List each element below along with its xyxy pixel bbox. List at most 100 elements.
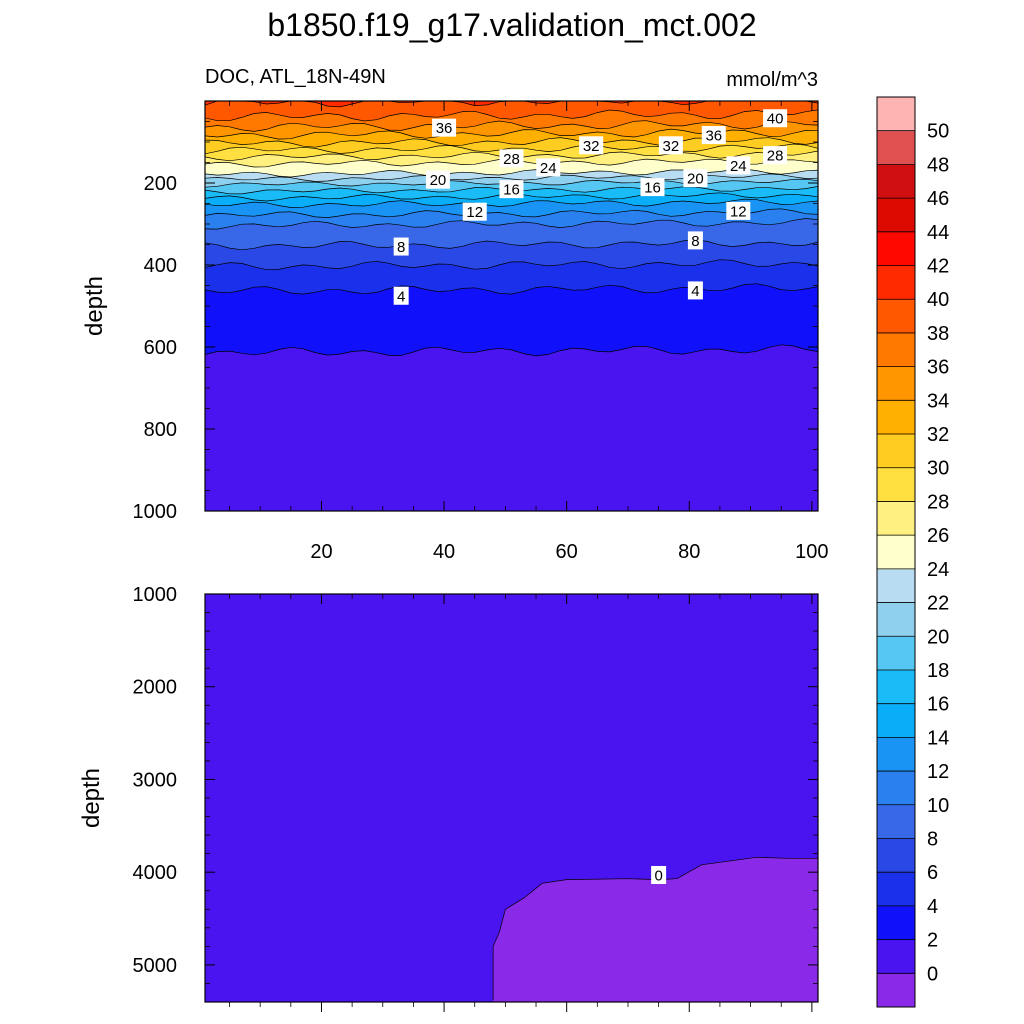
contour-line-6 — [205, 259, 818, 271]
contour-label-28: 28 — [499, 149, 524, 168]
contour-line-30 — [205, 143, 818, 155]
upper-x-tick-label: 40 — [433, 541, 455, 563]
colorbar-swatch — [877, 400, 915, 435]
svg-text:12: 12 — [466, 204, 483, 221]
colorbar-swatch — [877, 434, 915, 469]
lower-y-axis-label: depth — [78, 768, 105, 828]
colorbar-swatch — [877, 366, 915, 401]
upper-x-tick-label: 60 — [556, 541, 578, 563]
upper-contour-labels: 40 36 36 32 32 28 28 24 24 20 20 16 16 12 12 8 8 4 4 — [393, 109, 788, 305]
svg-text:20: 20 — [430, 172, 447, 189]
colorbar-swatch — [877, 535, 915, 570]
colorbar-swatch — [877, 130, 915, 165]
lower-axes: 1000 2000 3000 4000 5000 — [133, 584, 818, 1012]
upper-x-tick-label: 20 — [310, 541, 332, 563]
lower-band-negative — [493, 857, 818, 1002]
colorbar-swatch — [877, 703, 915, 738]
colorbar-swatch — [877, 164, 915, 199]
colorbar-label: 16 — [927, 694, 949, 716]
contour-label-12: 12 — [726, 201, 751, 220]
contour-line-8 — [205, 239, 818, 251]
contour-label-40: 40 — [763, 109, 788, 128]
contour-label-4: 4 — [393, 286, 409, 305]
svg-text:24: 24 — [730, 158, 747, 175]
colorbar-swatch — [877, 299, 915, 334]
colorbar-label: 50 — [927, 121, 949, 143]
colorbar-label: 8 — [927, 828, 938, 850]
contour-label-16: 16 — [640, 178, 665, 197]
contour-label-4: 4 — [687, 281, 703, 300]
svg-text:28: 28 — [767, 148, 784, 165]
colorbar-swatch — [877, 231, 915, 267]
colorbar-swatch — [877, 838, 915, 873]
lower-y-tick-label: 2000 — [133, 677, 178, 699]
lower-contour-fill — [205, 594, 818, 1002]
colorbar-swatch — [877, 265, 915, 300]
svg-text:16: 16 — [644, 180, 661, 197]
contour-label-8: 8 — [393, 237, 409, 256]
lower-contour-panel: 0 1000 2000 3000 4000 5000 depth — [78, 584, 819, 1012]
upper-x-tick-label: 100 — [795, 541, 828, 563]
contour-line-2 — [205, 344, 818, 357]
svg-text:20: 20 — [687, 171, 704, 188]
contour-line-10 — [205, 218, 818, 230]
colorbar-swatch — [877, 804, 915, 839]
colorbar-label: 0 — [927, 963, 938, 985]
contour-label-36: 36 — [432, 118, 457, 137]
colorbar-label: 12 — [927, 761, 949, 783]
colorbar-label: 42 — [927, 256, 949, 278]
colorbar-label: 18 — [927, 660, 949, 682]
contour-label-12: 12 — [462, 202, 487, 221]
contour-label-32: 32 — [579, 136, 604, 155]
upper-y-tick-label: 400 — [144, 255, 177, 277]
contour-label-24: 24 — [536, 158, 561, 177]
svg-text:36: 36 — [705, 128, 722, 145]
svg-text:8: 8 — [397, 239, 405, 256]
right-subtitle: mmol/m^3 — [726, 69, 818, 91]
contour-label-8: 8 — [687, 231, 703, 250]
colorbar-label: 24 — [927, 559, 949, 581]
colorbar-swatch — [877, 568, 915, 604]
contour-label-32: 32 — [658, 136, 683, 155]
colorbar-label: 36 — [927, 357, 949, 379]
contour-line-14 — [205, 198, 818, 208]
colorbar-label: 20 — [927, 626, 949, 648]
colorbar-frame — [876, 96, 916, 1008]
colorbar-label: 30 — [927, 458, 949, 480]
colorbar-swatch — [877, 872, 915, 907]
upper-y-tick-label: 200 — [144, 173, 177, 195]
lower-y-tick-label: 1000 — [133, 584, 178, 606]
contour-label-16: 16 — [499, 180, 524, 199]
contour-label-24: 24 — [726, 156, 751, 175]
svg-text:16: 16 — [503, 182, 520, 199]
lower-y-tick-label: 3000 — [133, 769, 178, 791]
upper-y-tick-label: 1000 — [133, 501, 178, 523]
colorbar-label: 44 — [927, 222, 949, 244]
svg-text:40: 40 — [767, 111, 784, 128]
colorbar-label: 10 — [927, 795, 949, 817]
upper-axes: 200 400 600 800 1000 20 40 60 80 100 — [133, 101, 829, 563]
colorbar-label: 2 — [927, 930, 938, 952]
colorbar-swatch — [877, 771, 915, 806]
contour-line-22 — [205, 173, 818, 182]
colorbar-label: 22 — [927, 593, 949, 615]
contour-label-20: 20 — [683, 169, 708, 188]
colorbar-label: 46 — [927, 188, 949, 210]
contour-line-24 — [205, 168, 818, 178]
svg-text:28: 28 — [503, 151, 520, 168]
colorbar-swatch — [877, 97, 915, 132]
contour-line-38 — [205, 109, 818, 122]
svg-text:4: 4 — [691, 283, 699, 300]
colorbar-label: 38 — [927, 323, 949, 345]
colorbar-swatch — [877, 332, 915, 368]
contour-line-36 — [205, 120, 818, 132]
contour-line-4 — [205, 283, 818, 295]
svg-text:36: 36 — [436, 120, 453, 137]
contour-label-0: 0 — [651, 865, 667, 884]
colorbar-swatch — [877, 501, 915, 536]
colorbar-swatch — [877, 198, 915, 233]
upper-contour-panel: 40 36 36 32 32 28 28 24 24 20 20 16 16 12 12 8 8 4 4 200 40… — [81, 100, 829, 563]
upper-y-tick-label: 800 — [144, 419, 177, 441]
upper-y-tick-label: 600 — [144, 337, 177, 359]
lower-contour-labels: 0 — [651, 865, 667, 884]
